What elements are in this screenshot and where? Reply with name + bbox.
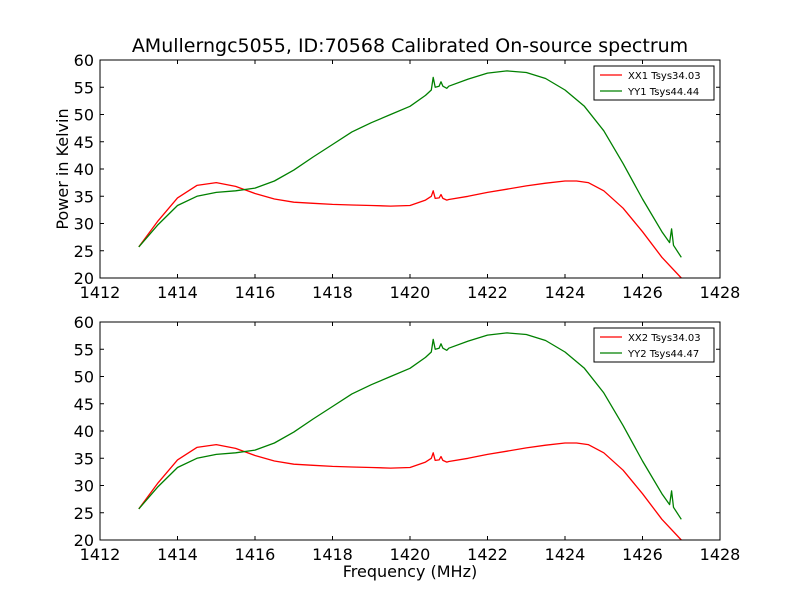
x-tick-label: 1424 (545, 545, 586, 564)
series-line-2-2 (138, 332, 682, 520)
x-tick-label: 1412 (80, 545, 121, 564)
y-tick-label: 25 (74, 504, 94, 523)
y-tick-label: 60 (74, 51, 94, 70)
y-axis-label: Power in Kelvin (53, 108, 72, 229)
y-tick-label: 55 (74, 340, 94, 359)
legend-box (593, 327, 715, 363)
y-tick-label: 40 (74, 160, 94, 179)
y-tick-label: 25 (74, 242, 94, 261)
legend-entry: YY1 Tsys44.44 (627, 87, 699, 98)
x-tick-label: 1418 (312, 545, 353, 564)
x-tick-label: 1414 (157, 545, 198, 564)
x-tick-label: 1416 (235, 545, 276, 564)
legend-entry: YY2 Tsys44.47 (627, 349, 699, 360)
y-tick-label: 35 (74, 449, 94, 468)
y-tick-label: 45 (74, 395, 94, 414)
y-tick-label: 55 (74, 78, 94, 97)
y-tick-label: 50 (74, 106, 94, 125)
y-tick-label: 50 (74, 368, 94, 387)
x-tick-label: 1416 (235, 283, 276, 302)
x-tick-label: 1426 (622, 283, 663, 302)
series-line-1-2 (138, 70, 682, 258)
x-tick-label: 1422 (467, 283, 508, 302)
x-tick-label: 1426 (622, 545, 663, 564)
x-tick-label: 1422 (467, 545, 508, 564)
x-tick-label: 1414 (157, 283, 198, 302)
x-tick-label: 1424 (545, 283, 586, 302)
y-tick-label: 35 (74, 187, 94, 206)
y-tick-label: 40 (74, 422, 94, 441)
legend-box (593, 65, 715, 101)
x-tick-label: 1418 (312, 283, 353, 302)
y-tick-label: 30 (74, 477, 94, 496)
plot-panel-bottom: 1412 1414 1416 1418 1420 1422 1424 1426 1428 20 25… (74, 313, 741, 564)
x-tick-label: 1420 (390, 545, 431, 564)
y-tick-label: 30 (74, 215, 94, 234)
x-axis-label: Frequency (MHz) (343, 562, 477, 581)
x-tick-label: 1428 (700, 283, 741, 302)
y-tick-label: 60 (74, 313, 94, 332)
x-tick-label: 1420 (390, 283, 431, 302)
legend: XX2 Tsys34.03 YY2 Tsys44.47 (593, 327, 715, 363)
legend-entry: XX1 Tsys34.03 (628, 71, 701, 82)
x-tick-label: 1412 (80, 283, 121, 302)
plot-panel-top: 1412 1414 1416 1418 1420 1422 1424 1426 1428 20 25… (74, 51, 741, 302)
legend: XX1 Tsys34.03 YY1 Tsys44.44 (593, 65, 715, 101)
y-tick-label: 20 (74, 531, 94, 550)
chart-title: AMullerngc5055, ID:70568 Calibrated On-s… (132, 35, 688, 57)
series-line-2-1 (138, 442, 682, 541)
y-tick-label: 45 (74, 133, 94, 152)
legend-entry: XX2 Tsys34.03 (628, 333, 701, 344)
y-tick-label: 20 (74, 269, 94, 288)
x-tick-label: 1428 (700, 545, 741, 564)
series-line-1-1 (138, 180, 682, 279)
